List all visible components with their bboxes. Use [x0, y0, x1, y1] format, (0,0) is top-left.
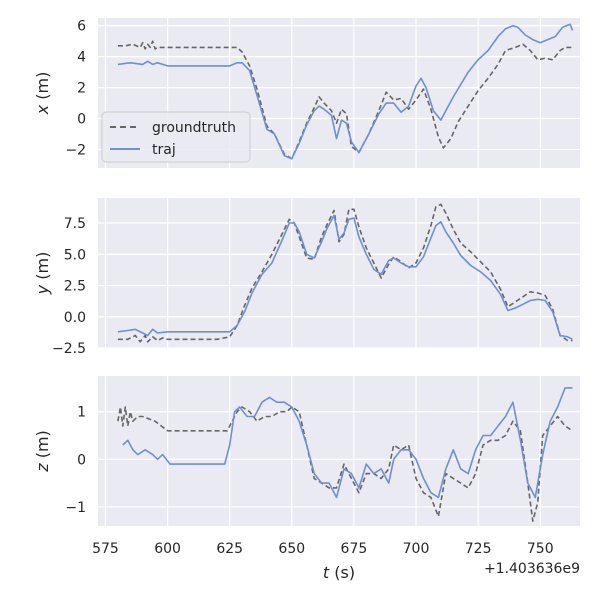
y-tick-label: 0 [77, 452, 86, 468]
y-tick-label: 6 [77, 19, 86, 35]
y-tick-label: −2.5 [52, 341, 86, 357]
legend-label-groundtruth: groundtruth [152, 120, 236, 136]
subplot-z: −1 0 1 z (m) 575 600 625 650 675 700 725 750 [33, 376, 580, 557]
y-tick-label: 0.0 [64, 310, 86, 326]
x-tick-label: 650 [278, 541, 305, 557]
x-tick-label: 575 [92, 541, 119, 557]
series-line-groundtruth [117, 203, 573, 343]
y-axis-label-unit: (m) [33, 252, 52, 285]
y-tick-label: 4 [77, 50, 86, 66]
legend: groundtruth traj [101, 111, 251, 163]
y-axis-label-var: x [33, 104, 52, 115]
x-tick-label: 750 [527, 541, 554, 557]
series-line-groundtruth [117, 406, 573, 523]
y-axis-label: z (m) [33, 430, 52, 473]
x-tick-label: 700 [403, 541, 430, 557]
plot-background [98, 376, 580, 526]
x-tick-label: 675 [341, 541, 368, 557]
y-axis-label-unit: (m) [33, 430, 52, 463]
y-tick-label: 5.0 [64, 247, 86, 263]
y-tick-label: 2.5 [64, 279, 86, 295]
x-axis-offset-text: +1.403636e9 [484, 561, 580, 577]
x-tick-label: 600 [154, 541, 181, 557]
y-axis-label: y (m) [33, 252, 52, 296]
x-axis-label-unit: (s) [329, 563, 355, 582]
series-line-traj [122, 387, 573, 499]
subplots: −2 0 2 4 6 x (m) −2.5 0.0 2.5 5.0 7.5 y (m) −1 0 1 z (m… [33, 18, 580, 557]
y-tick-label: 7.5 [64, 216, 86, 232]
y-axis-label-var: y [33, 284, 52, 295]
y-tick-label: 1 [77, 405, 86, 421]
x-axis-label-var: t [323, 563, 330, 582]
y-axis-label: x (m) [33, 72, 52, 116]
shared-x-axis: t (s) +1.403636e9 [323, 561, 580, 582]
y-axis-label-var: z [33, 463, 52, 473]
y-tick-label: −2 [65, 142, 86, 158]
y-tick-label: 2 [77, 81, 86, 97]
x-axis-label: t (s) [323, 563, 355, 582]
series-line-traj [117, 214, 573, 341]
y-axis-label-unit: (m) [33, 72, 52, 105]
plot-background [98, 198, 580, 348]
series-line-traj [117, 23, 574, 160]
subplot-y: −2.5 0.0 2.5 5.0 7.5 y (m) [33, 198, 580, 357]
x-tick-label: 725 [465, 541, 492, 557]
y-tick-label: −1 [65, 500, 86, 516]
y-tick-label: 0 [77, 112, 86, 128]
x-tick-label: 625 [216, 541, 243, 557]
legend-label-traj: traj [152, 142, 176, 158]
